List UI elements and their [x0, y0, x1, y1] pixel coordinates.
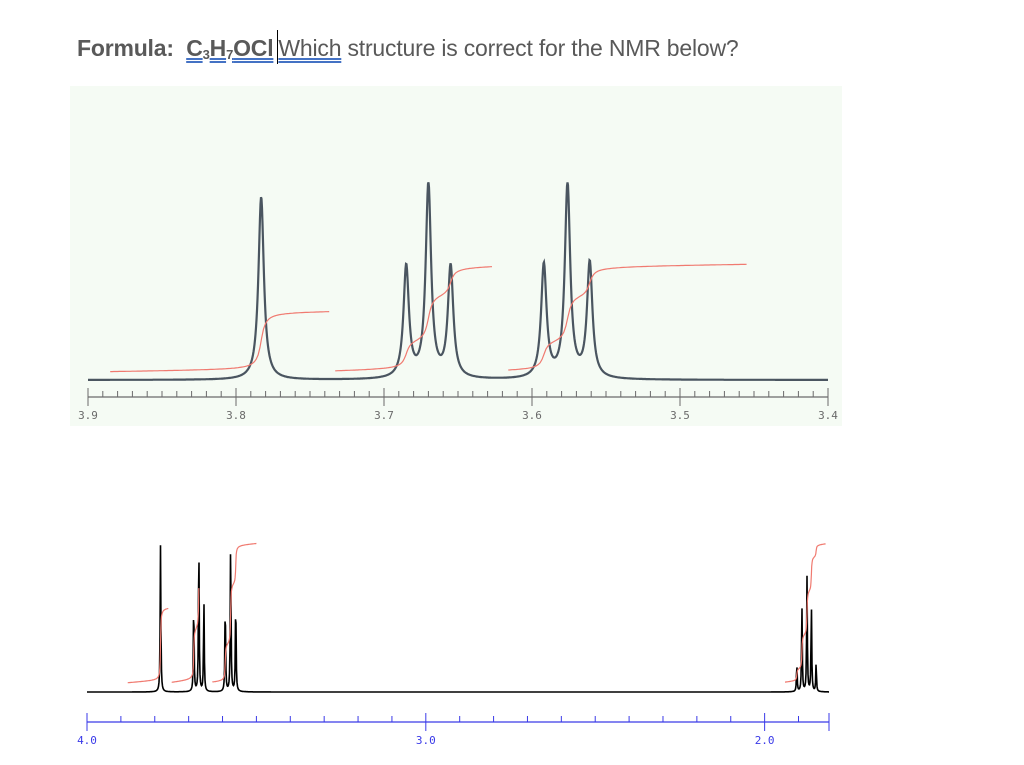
nmr-full-spectrum-plot: 4.0 3.0 2.0	[77, 542, 830, 747]
integral-curve	[508, 263, 747, 371]
integral-curve	[335, 266, 492, 372]
text-cursor	[277, 30, 279, 64]
nmr-full-spectrum-chart: 4.0 3.0 2.0	[70, 520, 850, 760]
axis-tick-label: 3.9	[78, 409, 98, 422]
formula-label: Formula:	[77, 35, 174, 61]
question-word: Which	[278, 35, 342, 61]
axis-tick-label: 3.4	[818, 409, 838, 422]
axis-tick-label: 3.5	[670, 409, 690, 422]
integral-curve	[212, 542, 257, 683]
spectrum-trace	[88, 182, 828, 381]
integral-curve	[785, 543, 826, 683]
question-rest: structure is correct for the NMR below?	[341, 35, 739, 61]
axis-tick-label: 3.6	[522, 409, 542, 422]
integral-curve	[127, 607, 169, 684]
integral-curve	[110, 311, 330, 373]
integral-curve	[171, 588, 200, 683]
axis-tick-label: 4.0	[77, 734, 97, 747]
axis-tick-label: 3.8	[226, 409, 246, 422]
axis-tick-label: 2.0	[755, 734, 775, 747]
axis-tick-label: 3.0	[416, 734, 436, 747]
nmr-expansion-chart: 3.9 3.8 3.7 3.6 3.5 3.4	[70, 86, 842, 426]
question-text: Formula: C3H7OCl Which structure is corre…	[77, 30, 739, 64]
axis-tick-label: 3.7	[374, 409, 394, 422]
spectrum-trace	[87, 545, 829, 693]
molecular-formula: C3H7OCl	[186, 35, 274, 62]
nmr-expansion-plot: 3.9 3.8 3.7 3.6 3.5 3.4	[78, 182, 838, 422]
